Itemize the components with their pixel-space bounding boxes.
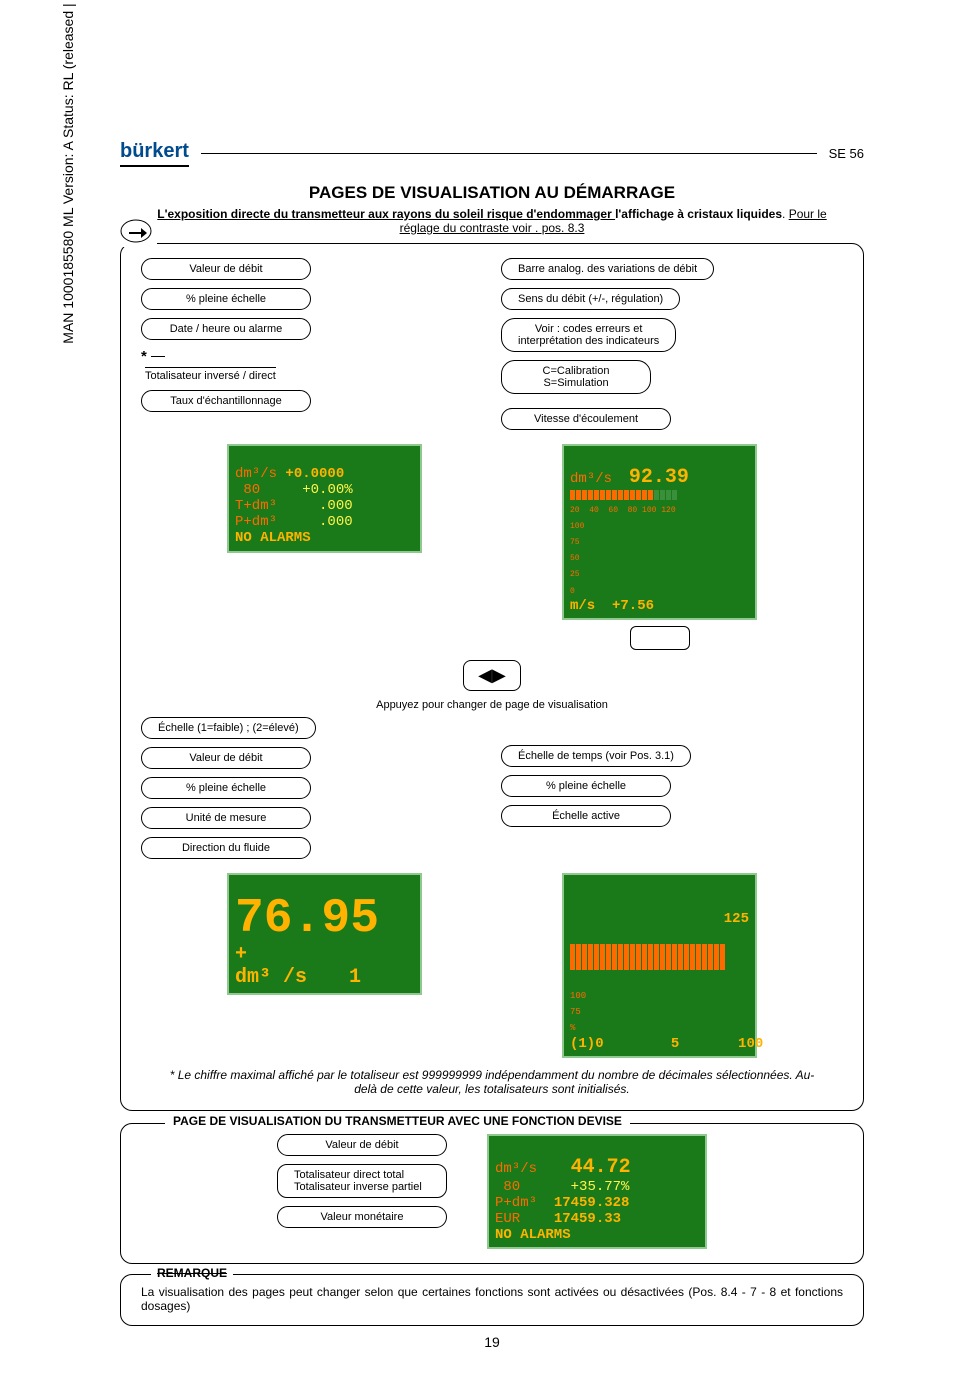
d2-l1l: dm³/s: [570, 471, 612, 487]
currency-labels-col: Valeur de débit Totalisateur direct tota…: [277, 1134, 447, 1236]
bubble-cur-totals: Totalisateur direct total Totalisateur i…: [277, 1164, 447, 1198]
d1-l5: NO ALARMS: [235, 530, 311, 546]
left-right-arrows[interactable]: ◀▶: [463, 660, 521, 691]
dc-l2l: 80: [495, 1179, 520, 1195]
lcd-display-3: 76.95 + dm³ /s 1: [227, 873, 422, 995]
bubble-flow-value-2: Valeur de débit: [141, 747, 311, 769]
page-title: PAGES DE VISUALISATION AU DÉMARRAGE: [120, 183, 864, 203]
d1-l2l: 80: [235, 482, 260, 498]
d4-top: 125: [570, 911, 749, 927]
display-row-2: 76.95 + dm³ /s 1 125 100 75 % (1)0 5 100: [141, 873, 843, 1058]
header-rule: [201, 153, 817, 154]
bubble-fluid-direction: Direction du fluide: [141, 837, 311, 859]
subtitle-part2: .: [782, 207, 789, 221]
d3-unit: dm³ /s: [235, 966, 307, 989]
bubble-error-codes: Voir : codes erreurs et interprétation d…: [501, 318, 676, 352]
d1-l1r: +0.0000: [285, 466, 344, 482]
lcd-display-currency: dm³/s 44.72 80 +35.77% P+dm³ 17459.328 E…: [487, 1134, 707, 1249]
dc-l1r: 44.72: [571, 1156, 631, 1179]
bubble-cur-money: Valeur monétaire: [277, 1206, 447, 1228]
dc-l4l: EUR: [495, 1211, 520, 1227]
dc-l3r: 17459.328: [554, 1195, 630, 1211]
header: bürkert SE 56: [120, 140, 864, 167]
bubble-totalizer: Totalisateur inversé / direct: [145, 367, 276, 382]
bubble-cur-flow: Valeur de débit: [277, 1134, 447, 1156]
bubble-unit: Unité de mesure: [141, 807, 311, 829]
bubble-date-alarm: Date / heure ou alarme: [141, 318, 311, 340]
hand-icon: [115, 218, 157, 247]
footnote: * Le chiffre maximal affiché par le tota…: [141, 1068, 843, 1096]
group2-right-col: Échelle de temps (voir Pos. 3.1) % plein…: [483, 717, 843, 867]
d1-l3l: T+dm³: [235, 498, 277, 514]
d2-l1r: 92.39: [629, 466, 689, 489]
currency-section-title: PAGE DE VISUALISATION DU TRANSMETTEUR AV…: [165, 1114, 630, 1128]
mini-box: [630, 626, 690, 650]
group2-left-col: Échelle (1=faible) ; (2=élevé) Valeur de…: [141, 717, 483, 867]
bubble-full-scale-3: % pleine échelle: [501, 775, 671, 797]
model-label: SE 56: [829, 146, 864, 161]
d1-l2r: +0.00%: [302, 482, 352, 498]
d3-sign: +: [235, 943, 247, 966]
bubble-flow-value: Valeur de débit: [141, 258, 311, 280]
bubble-flow-velocity: Vitesse d'écoulement: [501, 408, 671, 430]
dc-l1l: dm³/s: [495, 1161, 537, 1177]
group1-right-col: Barre analog. des variations de débit Se…: [483, 258, 843, 438]
bubble-scale-hi-lo: Échelle (1=faible) ; (2=élevé): [141, 717, 316, 739]
dc-l4r: 17459.33: [554, 1211, 621, 1227]
asterisk-icon: *: [141, 348, 147, 365]
d4-scale: 0 5 100: [595, 1036, 763, 1052]
page-subtitle: L'exposition directe du transmetteur aux…: [120, 207, 864, 235]
d2-ticks: 20 40 60 80 100 120: [570, 506, 676, 515]
bubble-full-scale: % pleine échelle: [141, 288, 311, 310]
subtitle-bold: l'affichage à cristaux liquides: [615, 207, 782, 221]
bubble-sampling-rate: Taux d'échantillonnage: [141, 390, 311, 412]
group1: Valeur de débit % pleine échelle Date / …: [141, 258, 843, 438]
arrow-caption: Appuyez pour changer de page de visualis…: [141, 699, 843, 711]
display-row-1: dm³/s +0.0000 80 +0.00% T+dm³ .000 P+dm³…: [141, 444, 843, 650]
d2-bottom: m/s +7.56: [570, 598, 654, 614]
dc-l3l: P+dm³: [495, 1195, 537, 1211]
remarque-title: REMARQUE: [151, 1266, 233, 1280]
side-release-text: MAN 1000185580 ML Version: A Status: RL …: [60, 0, 76, 420]
dc-l2r: +35.77%: [571, 1179, 630, 1195]
bubble-time-scale: Échelle de temps (voir Pos. 3.1): [501, 745, 691, 767]
d3-scale: 1: [349, 966, 361, 989]
d4-pct: 100 75 %: [570, 991, 586, 1033]
page-number: 19: [120, 1334, 864, 1350]
dc-l5: NO ALARMS: [495, 1227, 571, 1243]
lcd-display-4: 125 100 75 % (1)0 5 100: [562, 873, 757, 1058]
main-frame: Valeur de débit % pleine échelle Date / …: [120, 243, 864, 1111]
d1-l4l: P+dm³: [235, 514, 277, 530]
remarque-text: La visualisation des pages peut changer …: [141, 1285, 843, 1313]
page-nav-block: ◀▶ Appuyez pour changer de page de visua…: [141, 660, 843, 711]
d1-l1l: dm³/s: [235, 466, 277, 482]
subtitle-part1: L'exposition directe du transmetteur aux…: [157, 207, 615, 221]
bubble-full-scale-2: % pleine échelle: [141, 777, 311, 799]
d2-bargraph: [570, 490, 749, 500]
bubble-analog-bar: Barre analog. des variations de débit: [501, 258, 714, 280]
d3-big: 76.95: [235, 892, 379, 946]
lcd-display-1: dm³/s +0.0000 80 +0.00% T+dm³ .000 P+dm³…: [227, 444, 422, 553]
bubble-calib-sim: C=Calibration S=Simulation: [501, 360, 651, 394]
d4-bl: (1): [570, 1036, 595, 1052]
currency-section: PAGE DE VISUALISATION DU TRANSMETTEUR AV…: [120, 1123, 864, 1264]
remarque-section: REMARQUE La visualisation des pages peut…: [120, 1274, 864, 1326]
d1-l3r: .000: [319, 498, 353, 514]
lcd-display-2: dm³/s 92.39 20 40 60 80 100 120 100 75 5…: [562, 444, 757, 620]
group2: Échelle (1=faible) ; (2=élevé) Valeur de…: [141, 717, 843, 867]
d1-l4r: .000: [319, 514, 353, 530]
brand-logo: bürkert: [120, 140, 189, 167]
group1-left-col: Valeur de débit % pleine échelle Date / …: [141, 258, 483, 438]
d4-bargraph: [570, 944, 749, 970]
bubble-active-scale: Échelle active: [501, 805, 671, 827]
bubble-flow-direction: Sens du débit (+/-, régulation): [501, 288, 680, 310]
d2-pct: 100 75 50 25 0: [570, 522, 584, 595]
